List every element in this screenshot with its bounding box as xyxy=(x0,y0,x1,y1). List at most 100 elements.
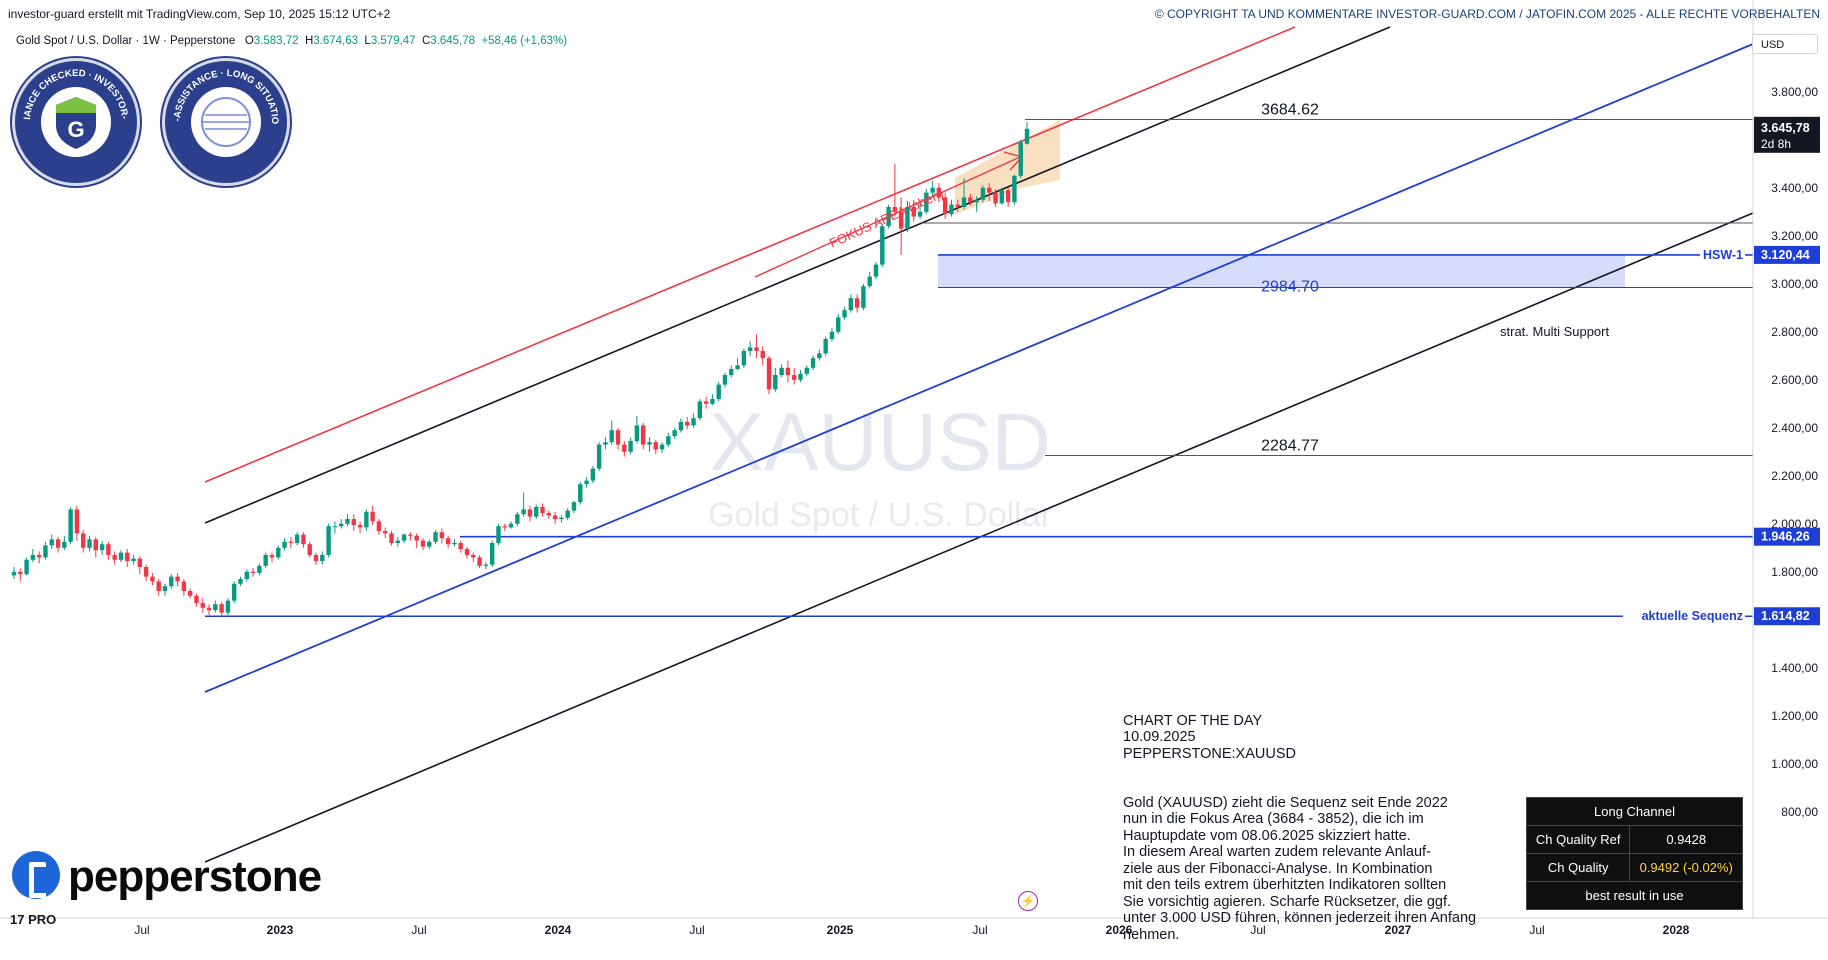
change-value: +58,46 (+1,63%) xyxy=(481,35,568,47)
low-label: L xyxy=(364,35,371,47)
shield-icon: G xyxy=(41,87,111,157)
candle-body xyxy=(886,207,891,227)
price-axis[interactable]: 800,001.000,001.200,001.400,001.600,001.… xyxy=(1771,37,1818,819)
candle-body xyxy=(584,480,589,485)
candle-body xyxy=(376,521,382,531)
compliance-badge-text: COMPLIANCE CHECKED · INVESTOR-GUARD xyxy=(15,61,130,120)
candle-body xyxy=(414,535,419,541)
candle-body xyxy=(609,430,614,443)
currency-selector[interactable]: USD xyxy=(1752,34,1818,54)
lightning-icon[interactable]: ⚡ xyxy=(1018,891,1038,911)
candle-body xyxy=(571,502,577,511)
candle-body xyxy=(162,586,168,591)
candle-body xyxy=(760,351,765,359)
candle-body xyxy=(345,519,350,524)
price-tag-value: 3.120,44 xyxy=(1761,248,1810,262)
x-tick-label: Jul xyxy=(689,923,704,937)
candle-body xyxy=(225,600,231,613)
candle-body xyxy=(527,509,533,517)
ai-globe-icon xyxy=(191,87,261,157)
candle-body xyxy=(62,541,67,548)
chart-notes: CHART OF THE DAY 10.09.2025 PEPPERSTONE:… xyxy=(1123,696,1523,960)
candle-body xyxy=(993,192,998,204)
quality-label: Ch Quality xyxy=(1525,853,1631,882)
candle-body xyxy=(181,581,187,591)
candle-body xyxy=(445,538,451,545)
symbol-name[interactable]: Gold Spot / U.S. Dollar · 1W · Peppersto… xyxy=(16,35,236,47)
x-tick-label: 2027 xyxy=(1385,923,1412,937)
candle-body xyxy=(546,513,552,516)
candle-body xyxy=(521,509,526,515)
candle-body xyxy=(288,541,294,543)
price-tag-value: 1.614,82 xyxy=(1761,609,1810,623)
y-tick-label: 1.000,00 xyxy=(1771,757,1818,771)
candle-body xyxy=(836,317,841,332)
candle-body xyxy=(18,571,23,575)
candle-body xyxy=(980,187,986,200)
time-axis[interactable]: Jul 2023 Jul 2024 Jul 2025 Jul 2026 Jul 2027 Jul 20… xyxy=(134,923,1689,937)
candle-body xyxy=(118,552,124,560)
x-tick-label: Jul xyxy=(134,923,149,937)
price-tag xyxy=(1754,527,1820,546)
candle-body xyxy=(1018,142,1023,176)
candle-body xyxy=(817,353,822,359)
candle-body xyxy=(716,384,721,399)
candle-body xyxy=(955,204,960,207)
candle-body xyxy=(892,207,898,212)
level-label: 3684.62 xyxy=(1261,101,1319,118)
level-label: 2284.77 xyxy=(1261,437,1319,454)
candle-body xyxy=(823,339,828,354)
symbol-legend[interactable]: Gold Spot / U.S. Dollar · 1W · Peppersto… xyxy=(16,35,567,47)
candle-body xyxy=(949,204,954,215)
candle-body xyxy=(1012,175,1017,203)
close-value: 3.645,78 xyxy=(430,35,476,47)
candle-body xyxy=(540,507,545,513)
candle-body xyxy=(810,358,816,368)
candle-body xyxy=(647,442,652,445)
candle-body xyxy=(534,507,539,517)
y-tick-label: 3.400,00 xyxy=(1771,181,1818,195)
open-value: 3.583,72 xyxy=(253,35,299,47)
price-chart[interactable]: XAUUSD Gold Spot / U.S. Dollar 3684.62 29… xyxy=(0,0,1828,937)
support-zone-label: strat. Multi Support xyxy=(1500,324,1609,339)
x-tick-label: Jul xyxy=(1529,923,1544,937)
candle-body xyxy=(678,421,684,431)
candle-body xyxy=(502,526,507,528)
line-label-bg xyxy=(1700,246,1745,263)
tradingview-logo[interactable]: 17 PRO xyxy=(10,912,57,927)
candle-body xyxy=(829,331,835,339)
candle-body xyxy=(565,510,570,518)
x-tick-label: 2023 xyxy=(267,923,294,937)
candle-body xyxy=(320,555,325,561)
y-tick-label: 1.800,00 xyxy=(1771,565,1818,579)
candle-body xyxy=(219,604,224,613)
line-label: HSW-1 xyxy=(1703,248,1743,262)
candle-body xyxy=(213,604,218,611)
candle-body xyxy=(307,544,312,555)
chart-pane[interactable] xyxy=(0,0,1753,918)
candle-body xyxy=(11,571,17,576)
candle-body xyxy=(93,539,98,551)
candle-body xyxy=(357,525,363,528)
candle-body xyxy=(917,211,923,217)
candle-body xyxy=(515,514,520,524)
channel-red-line xyxy=(204,26,1296,483)
candle-body xyxy=(364,511,369,528)
current-price-tag xyxy=(1754,116,1820,153)
candle-body xyxy=(766,358,772,390)
candle-body xyxy=(785,367,791,375)
candle-body xyxy=(848,298,854,311)
price-tag-value: 1.946,26 xyxy=(1761,530,1810,544)
candle-body xyxy=(276,547,281,558)
candle-body xyxy=(697,401,703,419)
price-tag xyxy=(1754,245,1820,264)
candle-body xyxy=(483,564,489,566)
y-tick-label: 1.400,00 xyxy=(1771,661,1818,675)
candle-body xyxy=(961,197,967,207)
y-tick-label: 3.000,00 xyxy=(1771,277,1818,291)
price-tag xyxy=(1754,607,1820,626)
candle-body xyxy=(55,539,61,548)
candle-body xyxy=(905,207,910,229)
svg-text:COMPLIANCE CHECKED · INVESTOR-: COMPLIANCE CHECKED · INVESTOR-GUARD xyxy=(15,61,130,120)
candle-body xyxy=(257,565,262,573)
